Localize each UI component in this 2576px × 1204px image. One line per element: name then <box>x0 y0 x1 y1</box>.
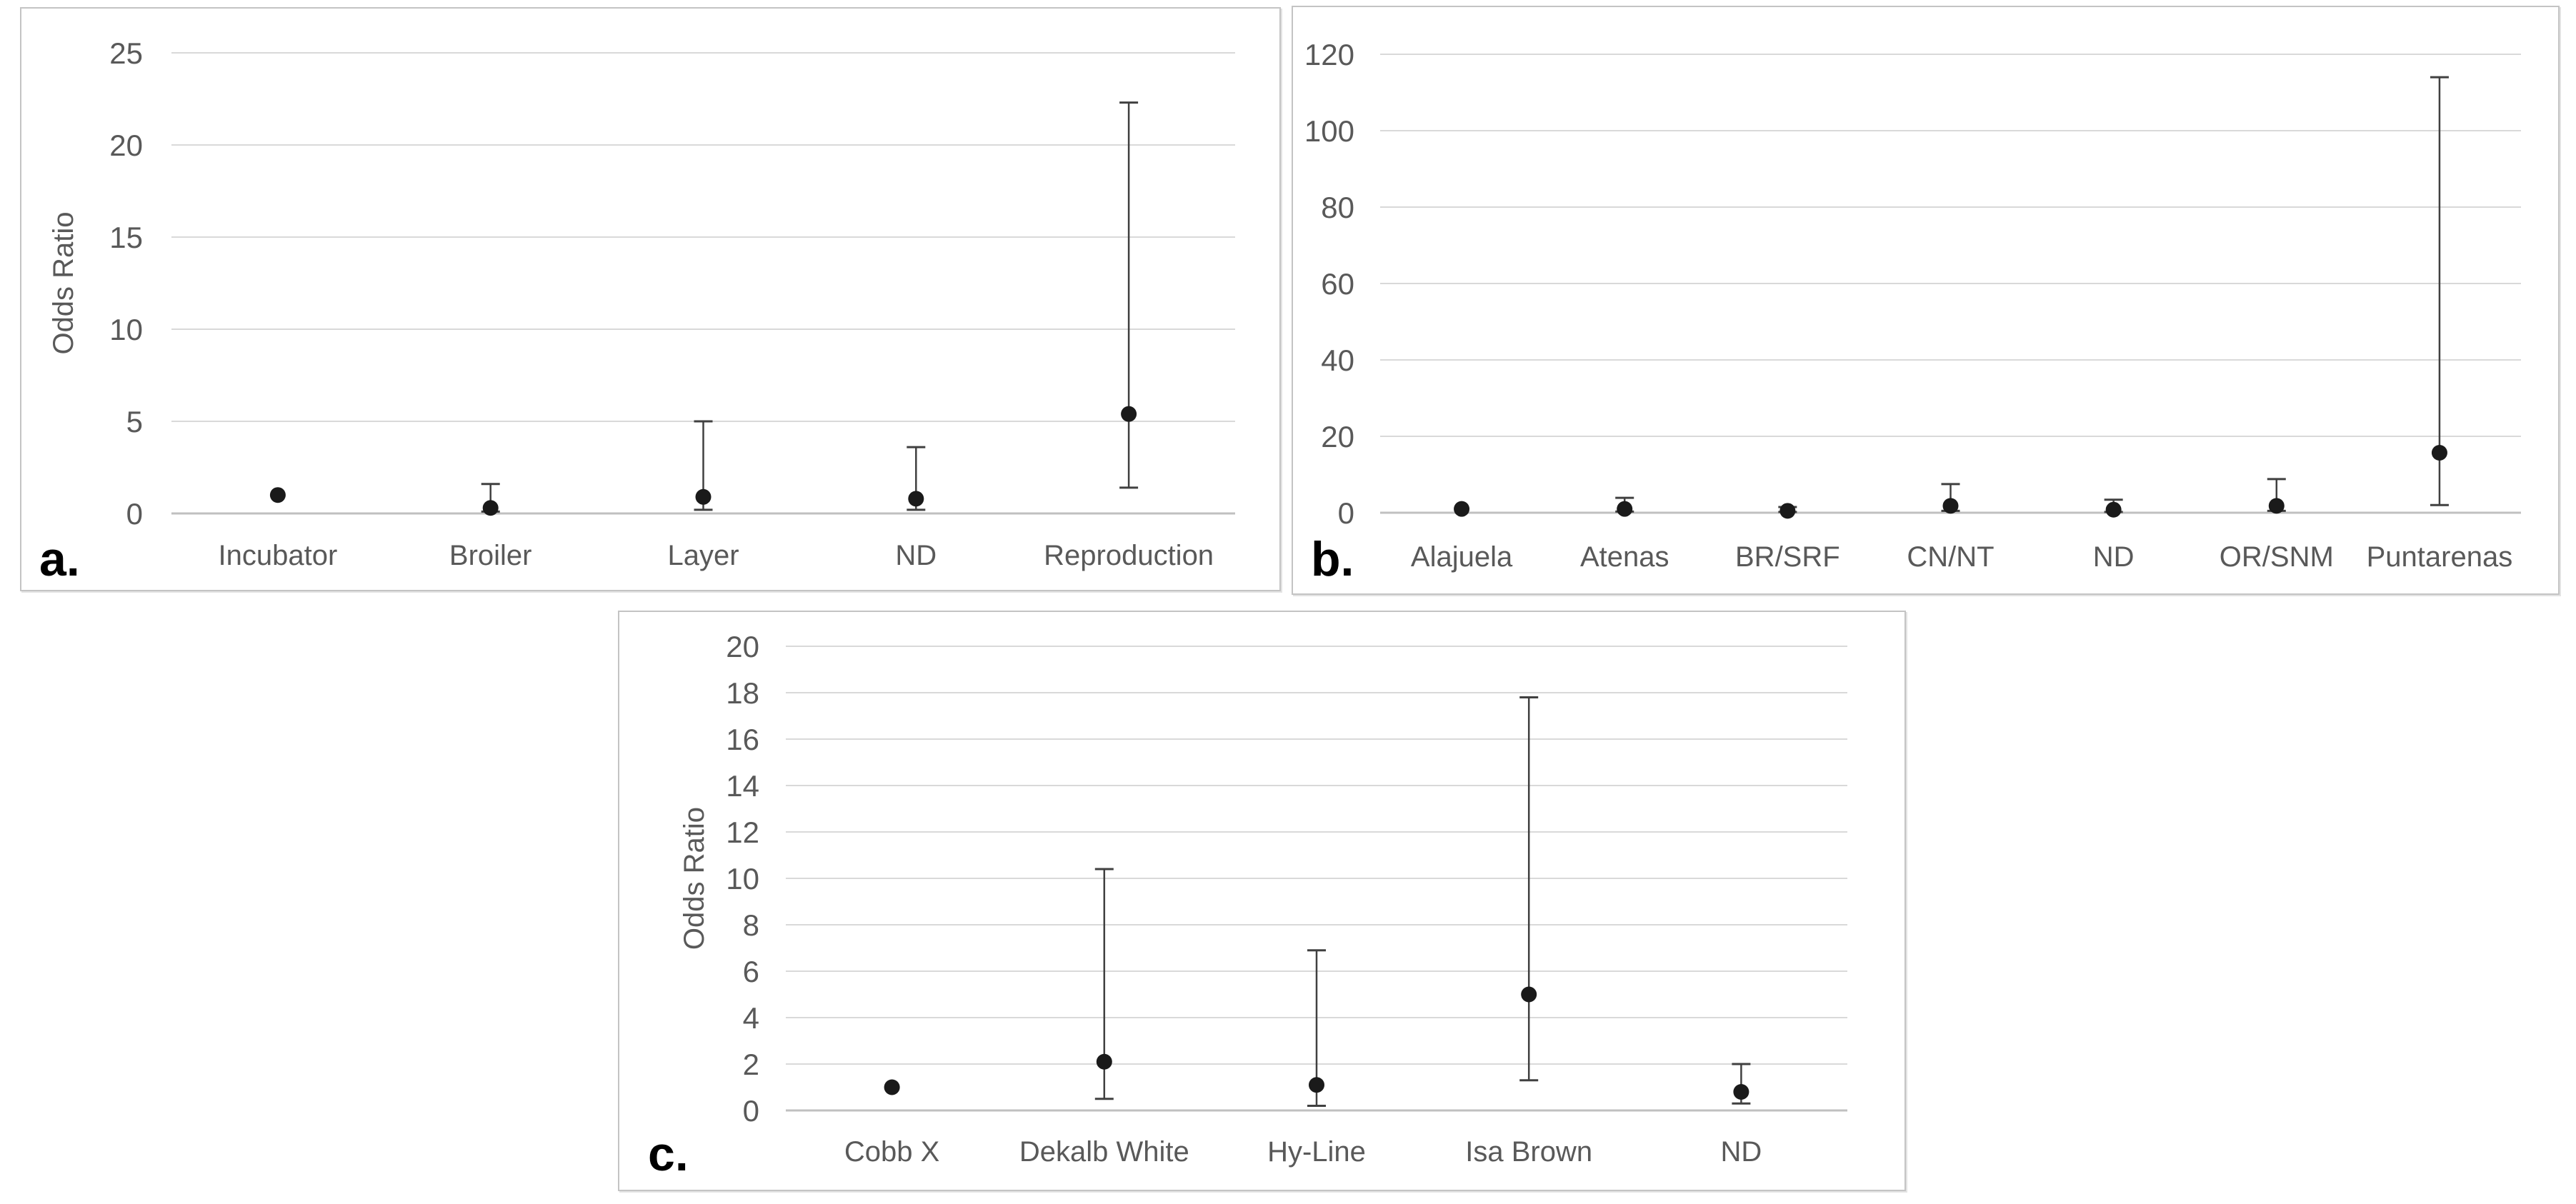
y-tick-label: 100 <box>1304 114 1354 148</box>
x-category-label: Incubator <box>219 540 338 571</box>
data-point <box>1779 503 1796 519</box>
chart-c: 0 2 4 6 8 10 12 14 16 18 20 Odds Ratio Cobb X Dekalb … <box>679 630 1847 1168</box>
y-tick-label: 20 <box>1321 420 1354 453</box>
y-tick-label: 16 <box>726 723 759 756</box>
y-tick-label: 6 <box>743 955 759 988</box>
data-point <box>2431 445 2447 461</box>
x-category-label: Atenas <box>1580 541 1669 573</box>
y-tick-label: 60 <box>1321 267 1354 301</box>
panel-b: 0 20 40 60 80 100 120 Alajuela Atenas BR/SRF CN/NT… <box>1292 6 2560 595</box>
x-category-label: ND <box>895 540 937 571</box>
y-tick-label: 10 <box>109 313 143 346</box>
y-tick-label: 20 <box>726 630 759 663</box>
data-point <box>482 500 499 516</box>
x-category-label: OR/SNM <box>2220 541 2334 573</box>
y-tick-label: 18 <box>726 676 759 710</box>
data-point <box>1521 986 1537 1003</box>
x-category-label: Isa Brown <box>1465 1136 1592 1168</box>
data-point <box>884 1079 900 1095</box>
y-tick-label: 5 <box>126 405 143 438</box>
x-category-label: ND <box>1721 1136 1762 1168</box>
panel-a: 0 5 10 15 20 25 Odds Ratio Incubator Broiler Laye… <box>20 7 1281 591</box>
chart-a: 0 5 10 15 20 25 Odds Ratio Incubator Broiler Laye… <box>48 36 1235 571</box>
y-tick-label: 8 <box>743 908 759 942</box>
y-tick-label: 40 <box>1321 343 1354 377</box>
data-point <box>1309 1077 1324 1093</box>
data-point <box>1454 501 1470 517</box>
y-tick-label: 80 <box>1321 191 1354 224</box>
x-category-label: BR/SRF <box>1735 541 1840 573</box>
data-point <box>908 491 924 507</box>
y-axis-title: Odds Ratio <box>48 211 79 354</box>
data-point <box>2268 498 2285 514</box>
data-point <box>2105 501 2122 518</box>
data-point <box>1121 406 1137 422</box>
x-category-label: Cobb X <box>844 1136 939 1168</box>
data-point <box>1733 1084 1749 1100</box>
x-category-label: Puntarenas <box>2367 541 2513 573</box>
data-point <box>1096 1053 1112 1070</box>
x-category-label: ND <box>2093 541 2135 573</box>
y-tick-label: 15 <box>109 221 143 254</box>
x-category-label: Reproduction <box>1044 540 1214 571</box>
data-point <box>1942 498 1959 514</box>
x-category-label: Hy-Line <box>1267 1136 1366 1168</box>
y-tick-label: 2 <box>743 1048 759 1081</box>
y-tick-label: 10 <box>726 862 759 896</box>
y-tick-label: 0 <box>126 497 143 531</box>
error-bar <box>1119 101 1139 489</box>
data-point <box>269 487 286 503</box>
x-category-label: Broiler <box>449 540 532 571</box>
data-point <box>695 488 712 505</box>
panel-label-b: b. <box>1311 532 1354 586</box>
x-category-label: Dekalb White <box>1019 1136 1189 1168</box>
panel-label-a: a. <box>39 532 80 586</box>
error-bar <box>1519 696 1539 1082</box>
y-tick-label: 12 <box>726 816 759 849</box>
y-tick-label: 20 <box>109 129 143 162</box>
x-category-label: CN/NT <box>1907 541 1994 573</box>
y-axis-title: Odds Ratio <box>679 807 710 950</box>
data-point <box>1617 501 1633 517</box>
chart-b: 0 20 40 60 80 100 120 Alajuela Atenas BR/SRF CN/NT… <box>1304 38 2521 573</box>
panel-c: 0 2 4 6 8 10 12 14 16 18 20 Odds Ratio Cobb X Dekalb … <box>618 611 1906 1191</box>
y-tick-label: 120 <box>1304 38 1354 71</box>
y-tick-label: 0 <box>1338 496 1354 530</box>
y-tick-label: 25 <box>109 36 143 70</box>
y-tick-label: 14 <box>726 769 759 803</box>
y-tick-label: 4 <box>743 1001 759 1035</box>
panel-label-c: c. <box>648 1127 689 1181</box>
x-category-label: Alajuela <box>1411 541 1513 573</box>
y-tick-label: 0 <box>743 1094 759 1128</box>
x-category-label: Layer <box>667 540 739 571</box>
error-bar <box>2430 76 2449 506</box>
